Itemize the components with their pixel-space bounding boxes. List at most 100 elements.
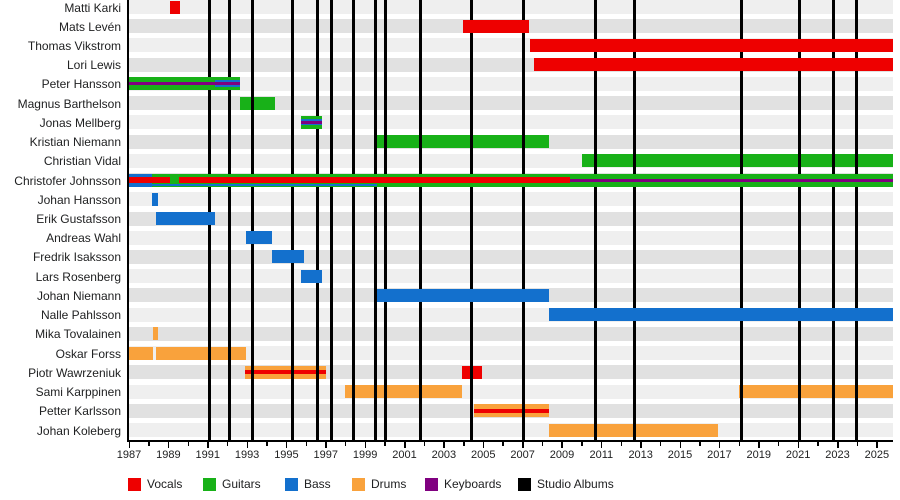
row-track	[129, 326, 893, 341]
role-bar-guitars	[240, 96, 275, 110]
bass-color-swatch	[285, 478, 298, 491]
guitars-color-swatch	[203, 478, 216, 491]
role-bar-keyboards	[569, 178, 893, 182]
axis-tick	[226, 442, 229, 446]
axis-tick-label: 2023	[825, 449, 850, 461]
member-name: Johan Niemann	[36, 288, 121, 303]
axis-tick	[167, 442, 170, 448]
axis-tick	[463, 442, 465, 446]
studio-album-line	[469, 0, 473, 440]
axis-tick	[876, 442, 878, 448]
member-name: Christofer Johnsson	[14, 173, 121, 188]
axis-tick-label: 2007	[510, 449, 535, 461]
axis-tick	[423, 442, 426, 446]
axis-tick	[325, 442, 327, 448]
role-bar-bass	[155, 212, 215, 226]
axis-tick-label: 2025	[864, 449, 890, 461]
member-name: Kristian Niemann	[29, 135, 121, 150]
axis-tick	[364, 442, 367, 448]
role-bar-keyboards	[301, 120, 322, 124]
member-name: Peter Hansson	[41, 77, 121, 92]
axis-tick	[285, 442, 288, 448]
row-track	[129, 115, 893, 130]
axis-tick-label: 2005	[471, 449, 496, 461]
studio-album-line	[384, 0, 388, 440]
studio-album-line	[373, 0, 377, 440]
axis-tick	[305, 442, 308, 446]
albums-color-swatch	[518, 478, 531, 491]
role-bar-vocals	[179, 177, 570, 184]
member-name: Christian Vidal	[43, 154, 121, 169]
axis-tick-label: 2011	[589, 449, 614, 461]
legend-label: Guitars	[222, 477, 261, 491]
studio-album-line	[290, 0, 294, 440]
legend-label: Studio Albums	[537, 477, 614, 491]
axis-tick-label: 1987	[116, 449, 142, 461]
axis-tick	[561, 442, 563, 448]
chart-legend: Vocals Guitars Bass Drums Keyboards Studio Al…	[0, 478, 900, 500]
studio-album-line	[593, 0, 597, 440]
axis-tick	[384, 442, 386, 446]
role-bar-vocals	[534, 58, 893, 72]
row-track	[129, 365, 893, 380]
role-bar-guitars	[581, 154, 893, 168]
member-name: Johan Koleberg	[36, 423, 121, 438]
axis-tick	[659, 442, 662, 446]
row-track	[129, 423, 893, 438]
legend-label: Bass	[304, 477, 331, 491]
axis-tick	[266, 442, 268, 446]
role-bar-drums	[344, 385, 462, 399]
member-name: Thomas Vikstrom	[27, 38, 121, 53]
member-name: Matti Karki	[64, 0, 121, 15]
studio-album-line	[522, 0, 526, 440]
axis-tick	[620, 442, 622, 446]
studio-album-line	[854, 0, 858, 440]
axis-tick-label: 1991	[195, 449, 220, 461]
studio-album-line	[351, 0, 355, 440]
member-name: Lori Lewis	[66, 58, 121, 73]
member-name: Sami Karppinen	[35, 385, 121, 400]
role-bar-vocals	[129, 177, 171, 184]
role-bar-bass	[549, 308, 893, 322]
member-name: Magnus Barthelson	[17, 96, 121, 111]
axis-tick	[187, 442, 190, 446]
member-name: Piotr Wawrzeniuk	[28, 365, 121, 380]
axis-tick	[522, 442, 524, 448]
axis-tick-label: 1995	[274, 449, 299, 461]
studio-album-line	[251, 0, 255, 440]
row-track	[129, 346, 893, 361]
role-bar-keyboards	[129, 82, 241, 86]
row-track	[129, 192, 893, 207]
row-track	[129, 211, 893, 226]
axis-tick	[837, 442, 839, 448]
member-name: Johan Hansson	[37, 192, 121, 207]
axis-tick	[207, 442, 209, 448]
row-track	[129, 384, 893, 399]
axis-tick-label: 2019	[746, 449, 771, 461]
role-bar-bass	[151, 183, 377, 187]
axis-tick	[699, 442, 701, 446]
role-bar-bass	[301, 269, 322, 283]
axis-tick	[679, 442, 682, 448]
axis-tick-label: 1997	[313, 449, 339, 461]
studio-album-line	[797, 0, 801, 440]
axis-tick	[502, 442, 504, 446]
axis-tick	[246, 442, 249, 448]
axis-tick-label: 1989	[156, 449, 181, 461]
axis-tick-label: 2009	[549, 449, 575, 461]
axis-tick	[718, 442, 721, 448]
studio-album-line	[739, 0, 743, 440]
axis-tick	[404, 442, 406, 448]
role-bar-drums	[739, 385, 893, 399]
axis-tick	[817, 442, 819, 446]
role-bar-vocals	[530, 38, 893, 52]
axis-tick	[344, 442, 347, 446]
axis-tick	[148, 442, 150, 446]
legend-label: Drums	[371, 477, 407, 491]
axis-tick-label: 2015	[667, 449, 693, 461]
member-name: Nalle Pahlsson	[40, 308, 121, 323]
member-name: Jonas Mellberg	[39, 115, 121, 130]
row-track	[129, 76, 893, 91]
drums-color-swatch	[352, 478, 365, 491]
role-bar-bass	[376, 288, 550, 302]
